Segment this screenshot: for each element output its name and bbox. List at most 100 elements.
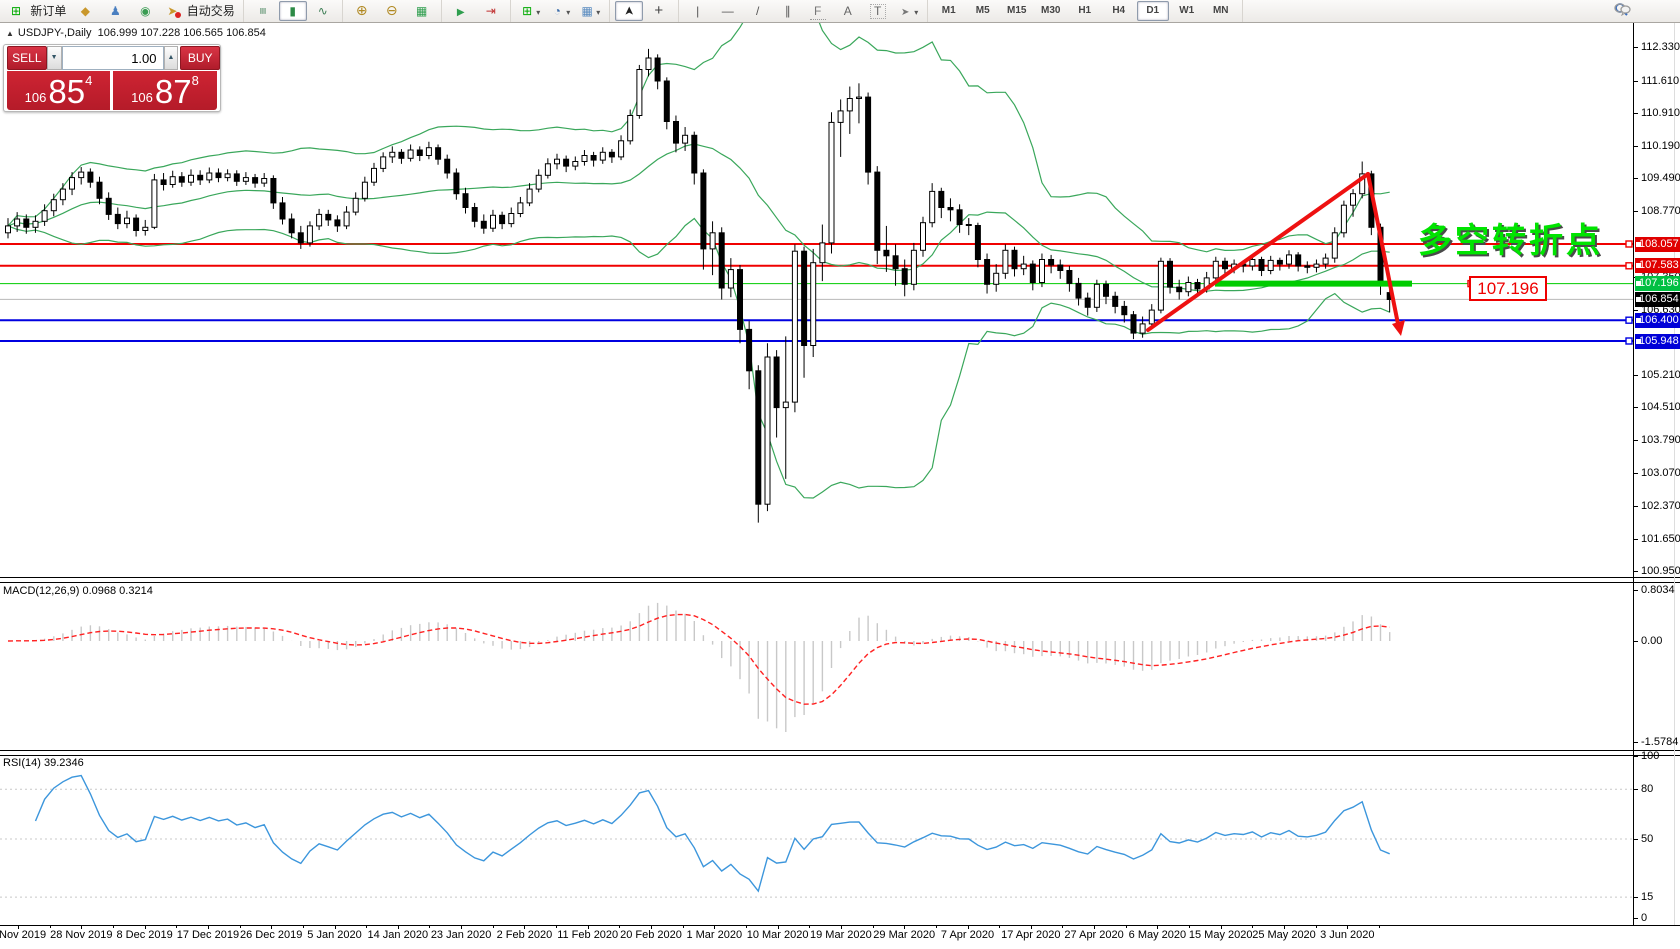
date-tick [651,925,652,929]
channel-button[interactable]: ∥ [774,1,802,21]
price-badge: 107.583 [1635,258,1680,274]
date-tick-minor [682,925,684,928]
periods-dropdown-icon: ▾ [566,8,571,17]
sell-price-button[interactable]: 106 85 4 [7,71,110,110]
price-tick [1633,47,1638,49]
arrows-button[interactable]: ➤ ▾ [894,1,922,21]
volume-increase-button[interactable]: ▲ [163,46,179,70]
new-order-button[interactable]: ⊞ 新订单 [5,1,69,21]
account-button[interactable]: ♟ [101,1,129,21]
line-chart-button[interactable]: ∿ [309,1,337,21]
sell-button[interactable]: SELL [7,46,47,70]
cursor-button[interactable]: ➤ [614,1,643,21]
vertical-line-button[interactable]: | [684,1,712,21]
chart-shift-icon: ⇥ [485,4,496,18]
date-tick-minor [366,925,368,928]
rsi-tick [1633,789,1638,791]
toolbar-group-order: ⊞ 新订单 ◆ ♟ ◉ ➤ 自动交易 [0,0,244,22]
trendline-icon: / [756,4,760,18]
tile-windows-button[interactable]: ▦ [408,1,436,21]
horizontal-line-icon: — [721,4,734,18]
timeframe-button-d1[interactable]: D1 [1136,1,1169,21]
templates-button[interactable]: ▦ ▾ [576,1,604,21]
toolbar-group-cursor: ➤ + [610,0,679,22]
autotrading-button[interactable]: ➤ 自动交易 [161,1,237,21]
price-tick [1633,178,1638,180]
date-tick [397,925,399,929]
panel-separator[interactable] [0,577,1680,583]
chart-shift-button[interactable]: ⇥ [477,1,505,21]
timeframe-button-m1[interactable]: M1 [941,5,956,16]
date-axis-label: 6 May 2020 [1128,929,1187,941]
chat-button[interactable] [1614,1,1673,21]
macd-panel[interactable] [0,582,1633,750]
rsi-panel[interactable] [0,754,1633,925]
account-icon: ♟ [109,4,121,18]
zoom-in-button[interactable]: ⊕ [348,1,376,21]
crosshair-button[interactable]: + [645,1,673,21]
date-tick-minor [492,925,494,928]
timeframe-button-h1[interactable]: H1 [1078,5,1092,16]
fibonacci-button[interactable]: F [804,1,832,21]
line-chart-icon: ∿ [317,4,328,18]
volume-input[interactable] [61,46,164,70]
turning-point-annotation[interactable]: 多空转折点 [1418,222,1603,260]
buy-price-button[interactable]: 106 87 8 [113,71,217,110]
periods-button[interactable]: ◔ ▾ [546,1,574,21]
bar-chart-button[interactable]: ≡ [249,1,277,21]
macd-tick [1633,589,1638,591]
text-button[interactable]: A [834,1,862,21]
text-label-button[interactable]: T [864,1,892,21]
vertical-line-icon: | [696,4,700,18]
price-tick [1633,80,1638,82]
main-chart[interactable] [0,23,1633,578]
zoom-out-button[interactable]: ⊖ [378,1,406,21]
date-tick [461,925,463,929]
bar-chart-icon: ≡ [255,7,270,15]
price-level-label[interactable]: 107.196 [1469,276,1547,301]
date-axis-label: 8 Dec 2019 [116,929,173,941]
date-axis-label: 17 Apr 2020 [1001,929,1061,941]
rsi-axis-label: 80 [1641,783,1654,796]
toolbar-group-scroll: ▶ ⇥ [442,0,511,22]
collapse-icon[interactable]: ▲ [6,29,14,38]
buy-button[interactable]: BUY [180,46,220,70]
text-label-icon: T [869,4,886,19]
badge-handle [1636,296,1641,302]
crosshair-icon: + [654,2,664,19]
price-tick [1633,570,1638,572]
trendline-button[interactable]: / [744,1,772,21]
date-tick [967,925,969,929]
timeframe-button-m15[interactable]: M15 [1006,5,1027,16]
toolbar-group-timeframes: M1 M5 M15 M30 H1 H4 D1 W1 MN [928,0,1243,22]
main-toolbar: ⊞ 新订单 ◆ ♟ ◉ ➤ 自动交易 ≡ ▮ ∿ [0,0,1680,23]
indicators-button[interactable]: ⊞ ▾ [516,1,544,21]
badge-handle [1636,263,1641,269]
price-axis-label: 103.070 [1641,467,1680,480]
signals-button[interactable]: ◉ [131,1,159,21]
rsi-tick [1633,918,1638,919]
timeframe-button-m5[interactable]: M5 [975,5,990,16]
mql-editor-button[interactable]: ◆ [71,1,99,21]
candlestick-chart-button[interactable]: ▮ [278,1,307,21]
auto-scroll-button[interactable]: ▶ [447,1,475,21]
price-axis-label: 100.950 [1641,564,1680,577]
horizontal-line-button[interactable]: — [714,1,742,21]
panel-separator[interactable] [0,750,1680,756]
templates-icon: ▦ [581,4,593,18]
timeframe-button-mn[interactable]: MN [1212,5,1229,16]
date-tick-minor [872,925,874,928]
symbol-name: USDJPY-,Daily [17,27,92,39]
date-tick-minor [1125,925,1127,928]
date-tick [1094,925,1096,929]
date-tick-minor [556,925,557,928]
volume-decrease-button[interactable]: ▼ [46,46,62,70]
timeframe-button-h4[interactable]: H4 [1112,5,1126,16]
date-tick-minor [239,925,241,928]
price-tick [1633,309,1638,311]
price-axis-label: 103.790 [1641,434,1680,447]
channel-icon: ∥ [784,4,791,18]
timeframe-button-w1[interactable]: W1 [1179,5,1195,16]
candlestick-chart-icon: ▮ [289,4,297,18]
timeframe-button-m30[interactable]: M30 [1040,5,1061,16]
